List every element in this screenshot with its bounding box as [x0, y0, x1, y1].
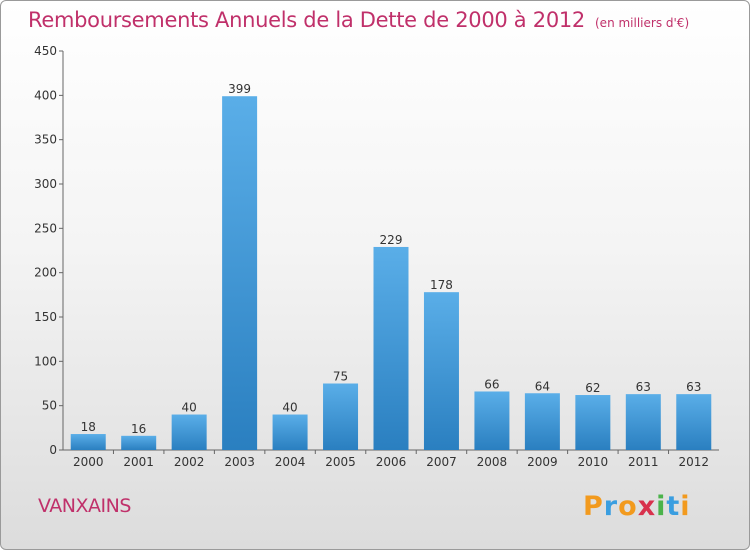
logo-letter: i [656, 491, 667, 522]
logo-letter: o [618, 491, 638, 522]
bar-value-label: 63 [636, 380, 651, 394]
x-tick-label: 2011 [628, 455, 659, 469]
x-tick-label: 2010 [578, 455, 609, 469]
y-tick-label: 350 [34, 133, 57, 147]
bar [222, 96, 258, 450]
chart-subtitle: (en milliers d'€) [595, 16, 690, 30]
chart-title: Remboursements Annuels de la Dette de 20… [28, 8, 689, 32]
y-tick-label: 200 [34, 266, 57, 280]
x-tick-label: 2008 [477, 455, 508, 469]
bar [171, 414, 207, 450]
y-tick-label: 0 [49, 443, 57, 457]
bar [524, 393, 560, 450]
bar-value-label: 66 [484, 377, 499, 391]
bar-value-label: 229 [380, 233, 403, 247]
y-tick-label: 100 [34, 354, 57, 368]
x-tick-label: 2001 [123, 455, 154, 469]
x-tick-label: 2007 [426, 455, 457, 469]
logo-letter: i [680, 491, 691, 522]
bar [423, 292, 459, 450]
bars [70, 96, 712, 450]
y-tick-label: 50 [42, 399, 57, 413]
axes: 0 50 100 150 200 250 300 350 400 450 2000 2001 2002 2… [34, 44, 719, 469]
y-tick-label: 300 [34, 177, 57, 191]
bar-value-label: 63 [686, 380, 701, 394]
bar-value-label: 40 [182, 401, 197, 415]
y-tick-label: 150 [34, 310, 57, 324]
bar [676, 394, 712, 450]
bar-value-label: 75 [333, 370, 348, 384]
bar [272, 414, 308, 450]
logo-letter: P [583, 491, 604, 522]
x-tick-label: 2006 [376, 455, 407, 469]
bar-value-labels: 18 16 40 399 40 75 229 178 66 64 62 63 63 [81, 82, 702, 436]
bar [575, 395, 611, 450]
commune-name: VANXAINS [38, 495, 131, 517]
x-tick-label: 2004 [275, 455, 306, 469]
bar [70, 434, 106, 450]
bar-value-label: 178 [430, 278, 453, 292]
proxiti-logo: Proxiti [583, 491, 691, 522]
bar [625, 394, 661, 450]
y-tick-label: 250 [34, 221, 57, 235]
bar [121, 435, 157, 450]
bar-value-label: 399 [228, 82, 251, 96]
chart-title-text: Remboursements Annuels de la Dette de 20… [28, 8, 585, 32]
y-tick-label: 450 [34, 44, 57, 58]
bar-value-label: 18 [81, 420, 96, 434]
bar [373, 246, 409, 450]
logo-letter: t [666, 491, 681, 522]
x-tick-label: 2000 [73, 455, 104, 469]
logo-letter: r [603, 491, 619, 522]
bar-value-label: 16 [131, 422, 146, 436]
x-tick-label: 2002 [174, 455, 205, 469]
x-tick-label: 2012 [678, 455, 709, 469]
bar-value-label: 62 [585, 381, 600, 395]
bar-value-label: 40 [282, 401, 297, 415]
bar-value-label: 64 [535, 379, 550, 393]
logo-letter: x [637, 491, 657, 522]
bar [323, 383, 359, 450]
x-tick-label: 2005 [325, 455, 356, 469]
x-tick-label: 2003 [224, 455, 255, 469]
y-tick-label: 400 [34, 88, 57, 102]
x-tick-label: 2009 [527, 455, 558, 469]
bar [474, 391, 510, 450]
